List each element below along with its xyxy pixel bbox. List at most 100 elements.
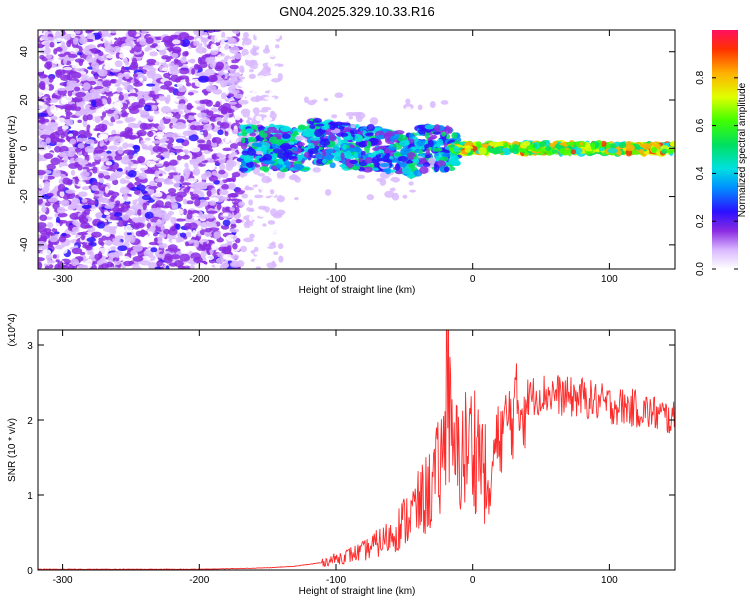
spectrogram-cell — [180, 56, 187, 64]
spectrogram-cell — [172, 132, 179, 140]
spectrogram-cell — [261, 107, 272, 111]
spectrogram-cell — [91, 184, 99, 191]
spectrogram-cell — [315, 123, 325, 127]
spectrogram-cell — [57, 87, 67, 91]
spectrogram-cell — [293, 130, 298, 136]
spectrogram-cell — [131, 263, 140, 268]
spectrogram-cell — [288, 175, 300, 181]
spectrogram-cell — [406, 173, 416, 179]
spectrogram-cell — [125, 224, 133, 233]
spectrogram-cell — [340, 132, 349, 137]
spectrogram-cell — [252, 167, 261, 175]
spectrogram-cell — [91, 264, 97, 269]
spectrogram-cell — [61, 125, 69, 130]
spectrogram-cell — [65, 189, 76, 194]
spectrogram-cell — [261, 160, 272, 164]
spectrogram-cell — [338, 125, 344, 131]
spectrogram-cell — [191, 229, 197, 238]
spectrogram-cell — [80, 171, 90, 178]
spectrogram-cell — [161, 67, 170, 72]
spectrogram-cell — [248, 69, 254, 73]
spectrogram-cell — [170, 99, 175, 108]
spectrogram-cell — [258, 182, 270, 191]
spectrogram-cell — [307, 148, 319, 155]
spectrogram-cell — [156, 154, 163, 159]
spectrogram-cell — [409, 189, 416, 193]
spectrogram-cell — [227, 58, 232, 66]
spectrogram-cell — [73, 82, 83, 87]
spectrogram-cell — [242, 38, 252, 46]
spectrogram-cell — [73, 96, 83, 103]
spectrogram-cell — [254, 251, 261, 256]
spectrogram-cell — [354, 134, 363, 142]
spectrogram-cell — [38, 105, 43, 109]
spectrogram-cell — [121, 45, 132, 52]
spectrogram-cell — [254, 259, 259, 267]
spectrogram-cell — [68, 80, 78, 84]
spectrogram-cell — [168, 228, 178, 236]
spectrogram-cell — [248, 215, 254, 222]
spectrogram-cell — [203, 129, 209, 138]
spectrogram-cell — [565, 142, 576, 146]
y-tick-label: 0 — [19, 145, 30, 151]
spectrogram-cell — [98, 51, 104, 57]
spectrogram-cell — [238, 99, 249, 105]
spectrogram-cell — [388, 146, 397, 151]
spectrogram-cell — [229, 198, 240, 202]
spectrogram-cell — [204, 196, 210, 200]
spectrogram-cell — [133, 44, 142, 53]
spectrogram-cell — [193, 40, 200, 47]
spectrogram-cell — [197, 75, 209, 83]
spectrogram-cell — [234, 43, 243, 47]
spectrogram-cell — [104, 64, 113, 71]
spectrogram-cell — [205, 85, 217, 93]
spectrogram-cell — [328, 179, 336, 187]
spectrogram-cell — [174, 236, 183, 243]
y-tick-label: 3 — [27, 341, 33, 352]
spectrogram-cell — [218, 156, 226, 164]
spectrogram-cell — [75, 91, 87, 98]
spectrogram-cell — [143, 104, 152, 112]
spectrogram-cell — [97, 69, 108, 77]
spectrogram-cell — [229, 192, 239, 198]
spectrogram-cell — [46, 260, 56, 264]
spectrogram-cell — [269, 229, 280, 234]
spectrogram-cell — [146, 58, 157, 64]
spectrogram-cell — [141, 30, 148, 34]
spectrogram-cell — [246, 119, 251, 124]
spectrogram-cell — [259, 166, 270, 171]
spectrogram-cell — [358, 158, 363, 162]
spectrogram-cell — [345, 111, 355, 117]
colorbar: 0.00.20.40.60.8 Normalized spectral ampl… — [695, 30, 748, 276]
spectrogram-cell — [208, 175, 218, 182]
spectrogram-cell — [250, 30, 256, 34]
spectrogram-cell — [193, 63, 200, 70]
spectrogram-cell — [122, 142, 129, 149]
spectrogram-cell — [120, 130, 129, 137]
spectrogram-cell — [156, 99, 161, 103]
spectrogram-cell — [139, 260, 151, 266]
spectrogram-cell — [76, 52, 83, 56]
spectrogram-cell — [418, 127, 426, 135]
spectrogram-cell — [170, 68, 180, 75]
spectrogram-cell — [182, 130, 194, 137]
spectrogram-cell — [110, 246, 117, 251]
spectrogram-cell — [247, 103, 254, 110]
spectrogram-cell — [362, 166, 373, 173]
spectrogram-cell — [501, 147, 511, 153]
spectrogram-cell — [172, 145, 184, 149]
spectrogram-cell — [124, 73, 130, 80]
spectrogram-cell — [154, 136, 164, 140]
spectrogram-cell — [61, 150, 72, 157]
spectrogram-cell — [241, 131, 248, 137]
spectrogram-cell — [405, 98, 411, 105]
spectrogram-cell — [203, 150, 211, 155]
spectrogram-cell — [207, 217, 215, 222]
spectrogram-cell — [86, 251, 95, 255]
spectrogram-cell — [375, 134, 387, 140]
spectrogram-cell — [101, 111, 107, 118]
x-tick-label: 100 — [601, 274, 618, 285]
spectrogram-cell — [262, 153, 273, 162]
x-tick-label: 0 — [470, 274, 476, 285]
